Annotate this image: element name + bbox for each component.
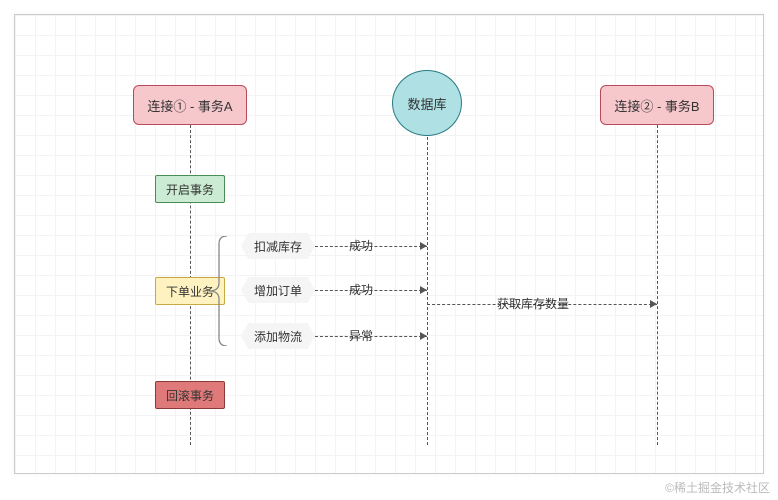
- label: 下单业务: [166, 283, 214, 300]
- arrow-head-icon: [420, 332, 427, 340]
- diagram-canvas: 连接① - 事务A 数据库 连接② - 事务B 开启事务 下单业务 回滚事务 扣…: [14, 14, 764, 474]
- lifeline-db: [427, 137, 428, 445]
- node-step-add-logistics: 添加物流: [241, 323, 315, 349]
- lifeline-txB: [657, 125, 658, 445]
- edge-label: 异常: [347, 327, 375, 344]
- label: 开启事务: [166, 181, 214, 198]
- label: 增加订单: [254, 282, 302, 299]
- edge-label: 成功: [347, 281, 375, 298]
- node-database: 数据库: [392, 70, 462, 136]
- label: 扣减库存: [254, 238, 302, 255]
- label: 数据库: [407, 94, 446, 113]
- edge-label: 获取库存数量: [495, 295, 571, 312]
- arrow-head-icon: [420, 242, 427, 250]
- arrow-head-icon: [420, 286, 427, 294]
- edge-label: 成功: [347, 237, 375, 254]
- label: 回滚事务: [166, 387, 214, 404]
- label: 添加物流: [254, 328, 302, 345]
- label: 连接② - 事务B: [614, 96, 699, 115]
- arrow-head-icon: [650, 300, 657, 308]
- node-step-add-order: 增加订单: [241, 277, 315, 303]
- node-step-deduct-stock: 扣减库存: [241, 233, 315, 259]
- node-connection-b: 连接② - 事务B: [600, 85, 714, 125]
- node-rollback: 回滚事务: [155, 381, 225, 409]
- label: 连接① - 事务A: [147, 96, 232, 115]
- node-connection-a: 连接① - 事务A: [133, 85, 247, 125]
- node-start-transaction: 开启事务: [155, 175, 225, 203]
- brace-icon: [209, 236, 227, 346]
- watermark-text: ©稀土掘金技术社区: [665, 479, 770, 496]
